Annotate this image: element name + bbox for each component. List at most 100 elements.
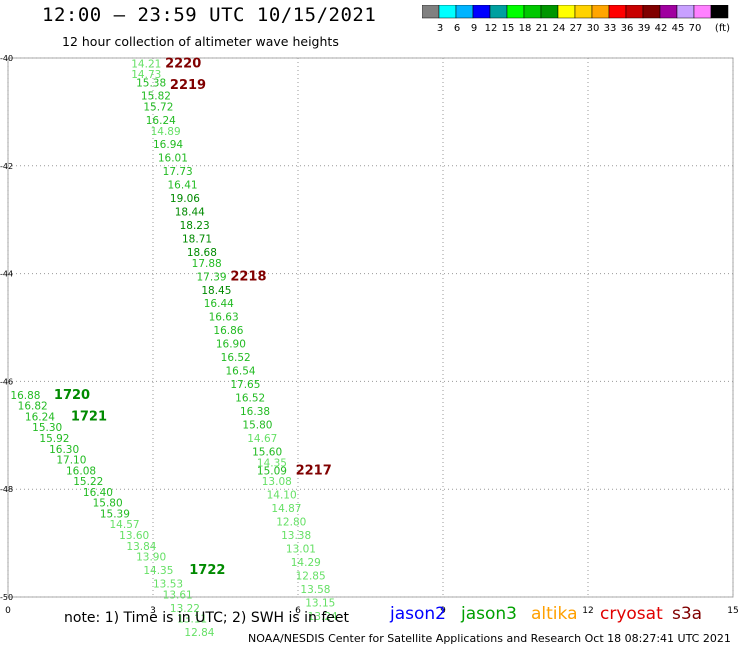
wave-height-point: 18.45 [201,285,231,297]
wave-height-point: 19.06 [170,193,200,205]
wave-height-point: 16.63 [209,312,239,324]
note-text: note: 1) Time is in UTC; 2) SWH is in fe… [64,610,350,626]
wave-height-point: 13.22 [170,603,200,615]
wave-height-point: 16.40 [83,487,113,499]
wave-height-point: 14.21 [131,58,161,70]
wave-height-point: 13.01 [286,543,316,555]
wave-height-point: 17.65 [230,379,260,391]
wave-height-point: 15.80 [93,498,123,510]
footer-credit: NOAA/NESDIS Center for Satellite Applica… [248,632,731,645]
wave-height-point: 13.58 [300,584,330,596]
wave-height-point: 12.84 [184,627,214,639]
chart-subtitle: 12 hour collection of altimeter wave hei… [62,34,339,49]
wave-height-point: 14.67 [247,433,277,445]
wave-height-point: 17.10 [56,455,86,467]
colorbar-label: 70 [689,23,702,34]
y-tick-label: -42 [0,162,13,171]
colorbar-label: 36 [621,23,634,34]
x-tick-label: 15 [727,606,738,616]
colorbar-label: 18 [519,23,532,34]
pass-time-label: 2220 [165,56,201,71]
wave-height-point: 16.41 [168,180,198,192]
wave-height-point: 12.85 [296,570,326,582]
x-tick-label: 0 [5,606,11,616]
wave-height-point: 16.01 [158,153,188,165]
colorbar-label: 24 [553,23,566,34]
y-tick-label: -46 [0,377,13,386]
wave-height-point: 16.24 [25,411,55,423]
wave-height-point: 16.82 [18,401,48,413]
wave-height-point: 16.24 [146,115,176,127]
wave-height-point: 14.35 [257,457,287,469]
wave-height-point: 16.44 [204,298,234,310]
wave-height-point: 17.39 [197,271,227,283]
wave-height-point: 13.60 [119,530,149,542]
plot-frame [7,57,734,598]
wave-height-point: 15.80 [242,420,272,432]
wave-height-point: 15.60 [252,446,282,458]
colorbar-swatch [710,5,729,19]
colorbar-label: 15 [502,23,515,34]
colorbar-label: 6 [454,23,460,34]
y-tick-label: -50 [0,593,13,602]
wave-height-point: 14.57 [110,519,140,531]
wave-height-point: 13.84 [126,541,156,553]
wave-height-point: 18.68 [187,247,217,259]
satellite-legend-jason3: jason3 [461,604,517,624]
y-tick-label: -44 [0,270,13,279]
colorbar-label: 12 [485,23,498,34]
wave-height-point: 17.73 [163,166,193,178]
wave-height-point: 18.23 [180,220,210,232]
colorbar-label: 27 [570,23,583,34]
wave-height-point: 14.89 [151,126,181,138]
wave-height-point: 15.72 [143,102,173,114]
chart-title: 12:00 – 23:59 UTC 10/15/2021 [42,4,377,26]
wave-height-point: 14.10 [267,490,297,502]
pass-time-label: 2219 [170,78,206,93]
satellite-legend-cryosat: cryosat [600,604,663,624]
y-tick-label: -48 [0,485,13,494]
colorbar-unit: (ft) [715,23,730,34]
wave-height-point: 15.38 [136,77,166,89]
wave-height-point: 16.54 [226,366,256,378]
wave-height-point: 16.94 [153,139,183,151]
wave-height-point: 15.92 [39,433,69,445]
wave-height-point: 15.09 [257,465,287,477]
x-tick-label: 6 [295,606,301,616]
colorbar-label: 3 [437,23,443,34]
colorbar-label: 45 [672,23,685,34]
pass-time-label: 2217 [296,463,332,478]
pass-time-label: 1720 [54,388,90,403]
colorbar-label: 42 [655,23,668,34]
colorbar-label: 39 [638,23,651,34]
wave-height-point: 13.90 [136,552,166,564]
wave-height-point: 15.39 [100,508,130,520]
wave-height-point: 16.08 [66,465,96,477]
wave-height-point: 12.80 [276,517,306,529]
x-tick-label: 3 [150,606,156,616]
wave-height-point: 13.24 [308,611,338,623]
wave-height-point: 16.52 [221,352,251,364]
wave-height-point: 16.86 [213,325,243,337]
pass-time-label: 1721 [71,409,107,424]
wave-height-point: 16.88 [10,390,40,402]
wave-height-point: 18.71 [182,234,212,246]
wave-height-point: 15.22 [73,476,103,488]
wave-height-point: 14.87 [271,503,301,515]
wave-height-point: 13.08 [262,476,292,488]
wave-height-point: 14.29 [291,557,321,569]
pass-time-label: 1722 [189,563,225,578]
satellite-legend-altika: altika [531,604,578,624]
y-tick-label: -40 [0,54,13,63]
wave-height-point: 13.15 [305,597,335,609]
wave-height-point: 17.88 [192,258,222,270]
wave-height-point: 15.30 [32,422,62,434]
colorbar: 3 6 9 12 15 18 21 24 27 30 33 36 39 42 45 70 (ft) [422,5,730,34]
colorbar-label: 30 [587,23,600,34]
wave-height-point: 16.38 [240,406,270,418]
satellite-legend-jason2: jason2 [390,604,446,624]
x-tick-label: 9 [440,606,446,616]
colorbar-label: 9 [471,23,477,34]
satellite-legend-s3a: s3a [672,604,703,624]
